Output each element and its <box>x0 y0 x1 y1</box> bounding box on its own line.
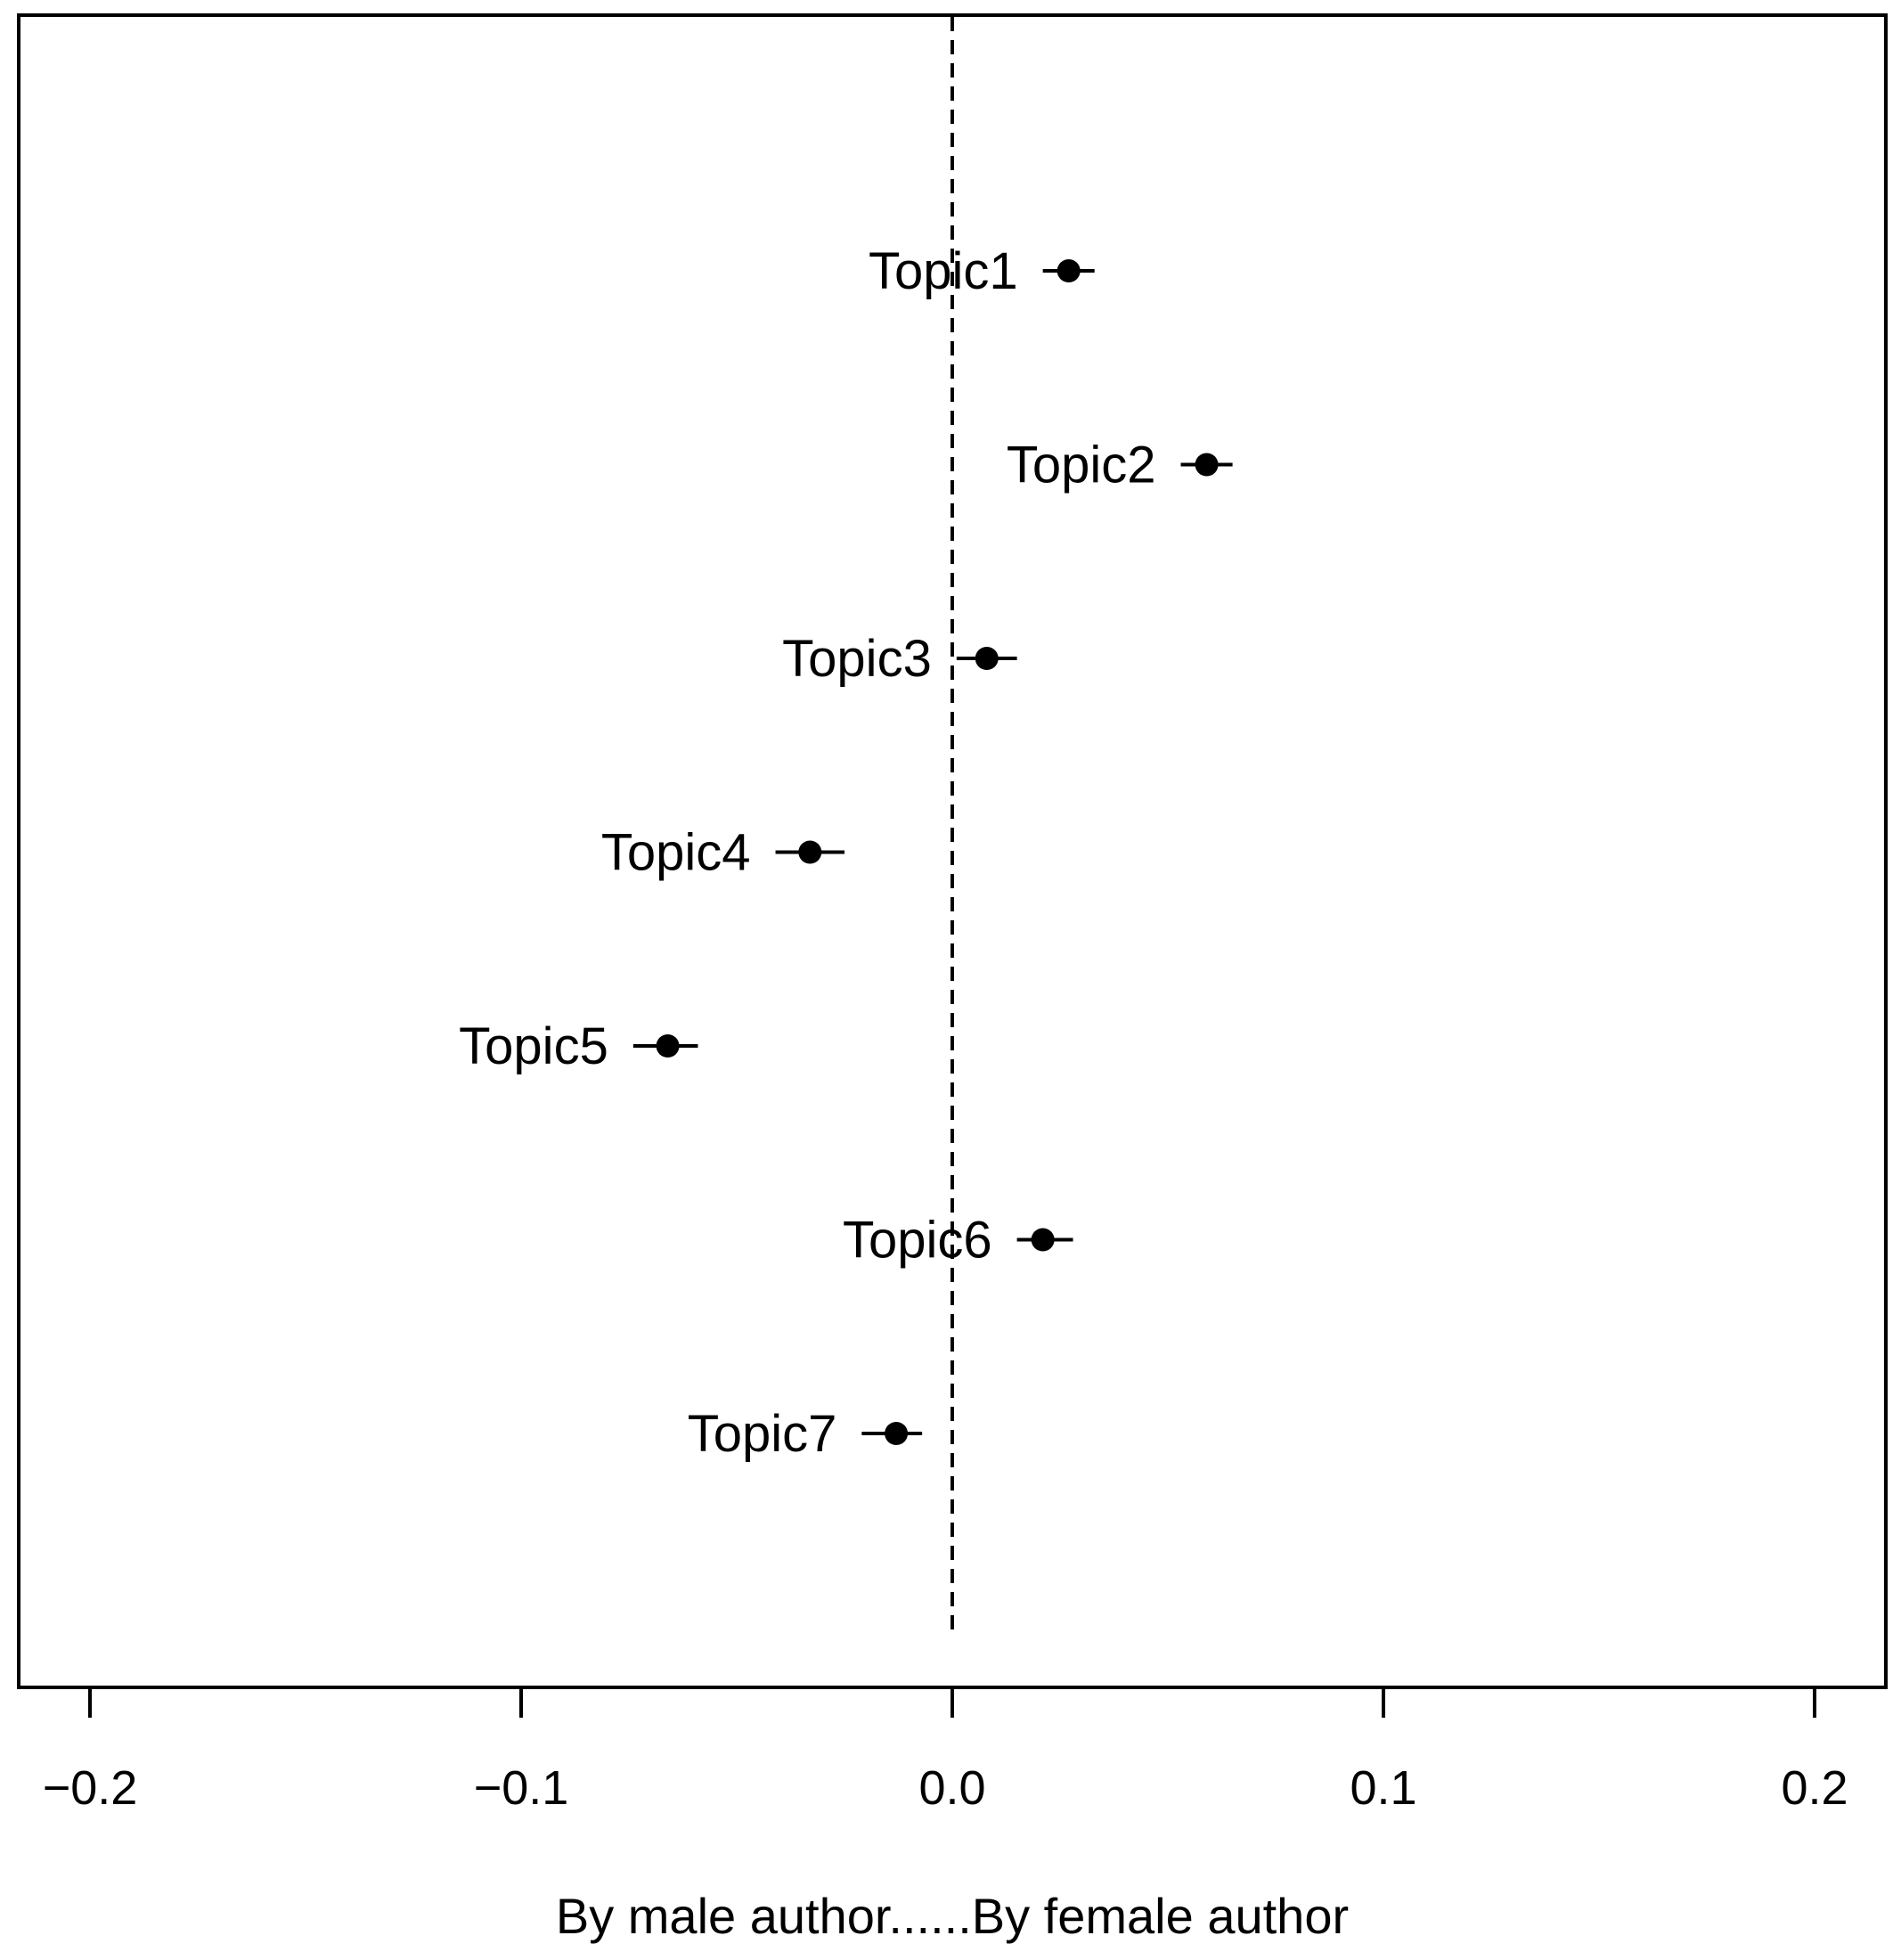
topic-label: Topic1 <box>869 242 1018 300</box>
point-marker <box>1195 453 1219 477</box>
topic-label: Topic5 <box>459 1017 608 1075</box>
topic-estimate: Topic6 <box>843 1212 1073 1270</box>
x-tick-label: −0.2 <box>43 1761 138 1815</box>
x-tick-label: 0.0 <box>918 1761 985 1815</box>
point-marker <box>656 1034 680 1058</box>
topic-label: Topic2 <box>1007 437 1156 494</box>
topic-estimate: Topic5 <box>459 1017 698 1075</box>
point-marker <box>975 647 999 670</box>
topic-label: Topic7 <box>688 1405 837 1463</box>
topic-estimate: Topic1 <box>869 242 1095 300</box>
point-marker <box>1057 259 1081 282</box>
x-tick-label: −0.1 <box>474 1761 569 1815</box>
x-tick-label: 0.1 <box>1350 1761 1416 1815</box>
x-axis-title: By male author......By female author <box>556 1888 1349 1944</box>
topic-label: Topic6 <box>843 1212 992 1270</box>
point-marker <box>885 1422 909 1445</box>
topic-estimate: Topic4 <box>601 824 844 882</box>
topic-label: Topic3 <box>782 630 932 688</box>
topic-estimate: Topic7 <box>688 1405 923 1463</box>
topic-label: Topic4 <box>601 824 751 882</box>
topic-estimate: Topic3 <box>782 630 1017 688</box>
point-marker <box>798 840 822 864</box>
topic-estimate: Topic2 <box>1007 437 1233 494</box>
x-tick-label: 0.2 <box>1781 1761 1848 1815</box>
point-marker <box>1031 1228 1055 1252</box>
data-points: Topic1 Topic2 Topic3 Topic4 Topic5 Topic6 Topi… <box>459 242 1233 1463</box>
x-axis-ticks: −0.2 −0.1 0.0 0.1 0.2 <box>43 1687 1848 1815</box>
